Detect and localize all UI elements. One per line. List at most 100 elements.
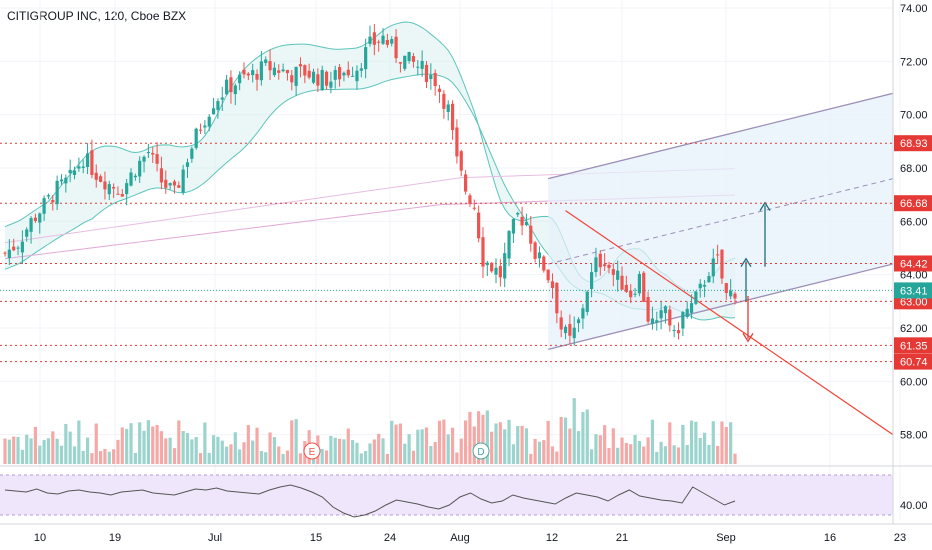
candle-body — [164, 179, 168, 188]
x-tick-3: 15 — [310, 532, 322, 544]
volume-bar — [98, 451, 103, 464]
candle-body — [490, 262, 494, 272]
candle-body — [307, 70, 311, 78]
volume-bar — [285, 450, 290, 464]
volume-bar — [290, 420, 294, 464]
candle-body — [203, 125, 207, 128]
volume-bar — [529, 453, 533, 464]
candle-body — [650, 318, 655, 325]
volume-bar — [103, 448, 107, 464]
candle-body — [311, 71, 316, 83]
volume-bar — [637, 440, 642, 464]
volume-bar — [94, 423, 98, 464]
volume-bar — [407, 434, 411, 464]
candle-body — [55, 180, 59, 205]
volume-bar — [603, 425, 607, 464]
arrow-down-head — [742, 332, 754, 343]
arrow-up-short-head — [740, 257, 752, 268]
volume-bar — [594, 434, 598, 464]
x-tick-0: 10 — [34, 532, 46, 544]
candle-body — [46, 195, 51, 197]
volume-bar — [694, 421, 698, 464]
candle-body — [216, 101, 220, 110]
y-tick-8: 58.00 — [900, 430, 928, 442]
volume-bar — [42, 439, 46, 464]
candle-body — [372, 32, 376, 45]
volume-bar — [385, 453, 389, 464]
candle-body — [346, 69, 350, 76]
candle-body — [181, 169, 185, 193]
volume-bar — [12, 436, 16, 464]
chart-title: CITIGROUP INC, 120, Cboe BZX — [7, 9, 187, 23]
candle-body — [468, 195, 472, 204]
candle-body — [20, 241, 24, 253]
candle-body — [702, 285, 707, 287]
candle-body — [103, 181, 107, 190]
channel-lower — [547, 263, 894, 350]
candle-body — [151, 152, 155, 155]
x-tick-10: 23 — [894, 532, 906, 544]
candle-body — [594, 257, 598, 273]
candle-body — [298, 64, 303, 67]
candle-body — [337, 67, 342, 80]
volume-bar — [194, 437, 198, 464]
volume-bar — [168, 437, 172, 464]
candle-body — [120, 194, 124, 197]
candle-body — [420, 60, 424, 69]
volume-bar — [585, 409, 589, 464]
volume-bar — [442, 419, 446, 464]
candle-body — [494, 267, 498, 275]
volume-bar — [707, 444, 711, 464]
candle-body — [329, 81, 333, 88]
candle-body — [555, 282, 559, 314]
volume-bar — [659, 441, 663, 464]
candle-body — [416, 66, 420, 68]
candle-body — [707, 276, 711, 283]
candle-body — [616, 270, 620, 280]
volume-marker-1 — [472, 442, 490, 460]
candle-body — [255, 73, 259, 80]
volume-bar — [112, 449, 116, 464]
candle-body — [185, 162, 190, 167]
candle-body — [611, 269, 615, 275]
candle-body — [503, 253, 507, 279]
level-label-bg-5 — [894, 353, 932, 370]
candle-body — [598, 253, 602, 268]
volume-bar — [185, 433, 190, 464]
candle-body — [125, 183, 129, 195]
candle-body — [576, 319, 581, 324]
candle-body — [585, 291, 589, 312]
candle-body — [233, 85, 237, 95]
candle-body — [733, 293, 737, 299]
volume-bar — [424, 427, 429, 464]
volume-bar — [359, 453, 363, 464]
volume-bar — [381, 438, 385, 464]
volume-bar — [537, 441, 542, 464]
x-tick-9: 16 — [824, 532, 836, 544]
candle-body — [98, 176, 103, 182]
volume-bar — [455, 452, 459, 464]
level-label-bg-1 — [894, 195, 932, 212]
candle-body — [251, 70, 255, 76]
candle-body — [342, 72, 346, 76]
volume-bar — [120, 427, 124, 464]
candle-body — [3, 252, 7, 254]
rsi-line — [4, 484, 736, 518]
candle-body — [559, 317, 563, 330]
volume-marker-label-0: E — [309, 447, 316, 458]
volume-bar — [190, 439, 194, 464]
volume-bar — [159, 431, 164, 464]
candle-body — [29, 218, 33, 232]
volume-bar — [420, 429, 424, 464]
candle-body — [211, 108, 216, 115]
last-price-label: 63.41 — [900, 285, 928, 297]
volume-bar — [164, 438, 168, 464]
volume-bar — [372, 439, 376, 464]
volume-bar — [533, 438, 537, 464]
candle-body — [437, 88, 442, 92]
volume-bar — [563, 417, 568, 464]
volume-bar — [142, 430, 146, 464]
candle-body — [429, 74, 433, 80]
candle-body — [572, 327, 576, 339]
